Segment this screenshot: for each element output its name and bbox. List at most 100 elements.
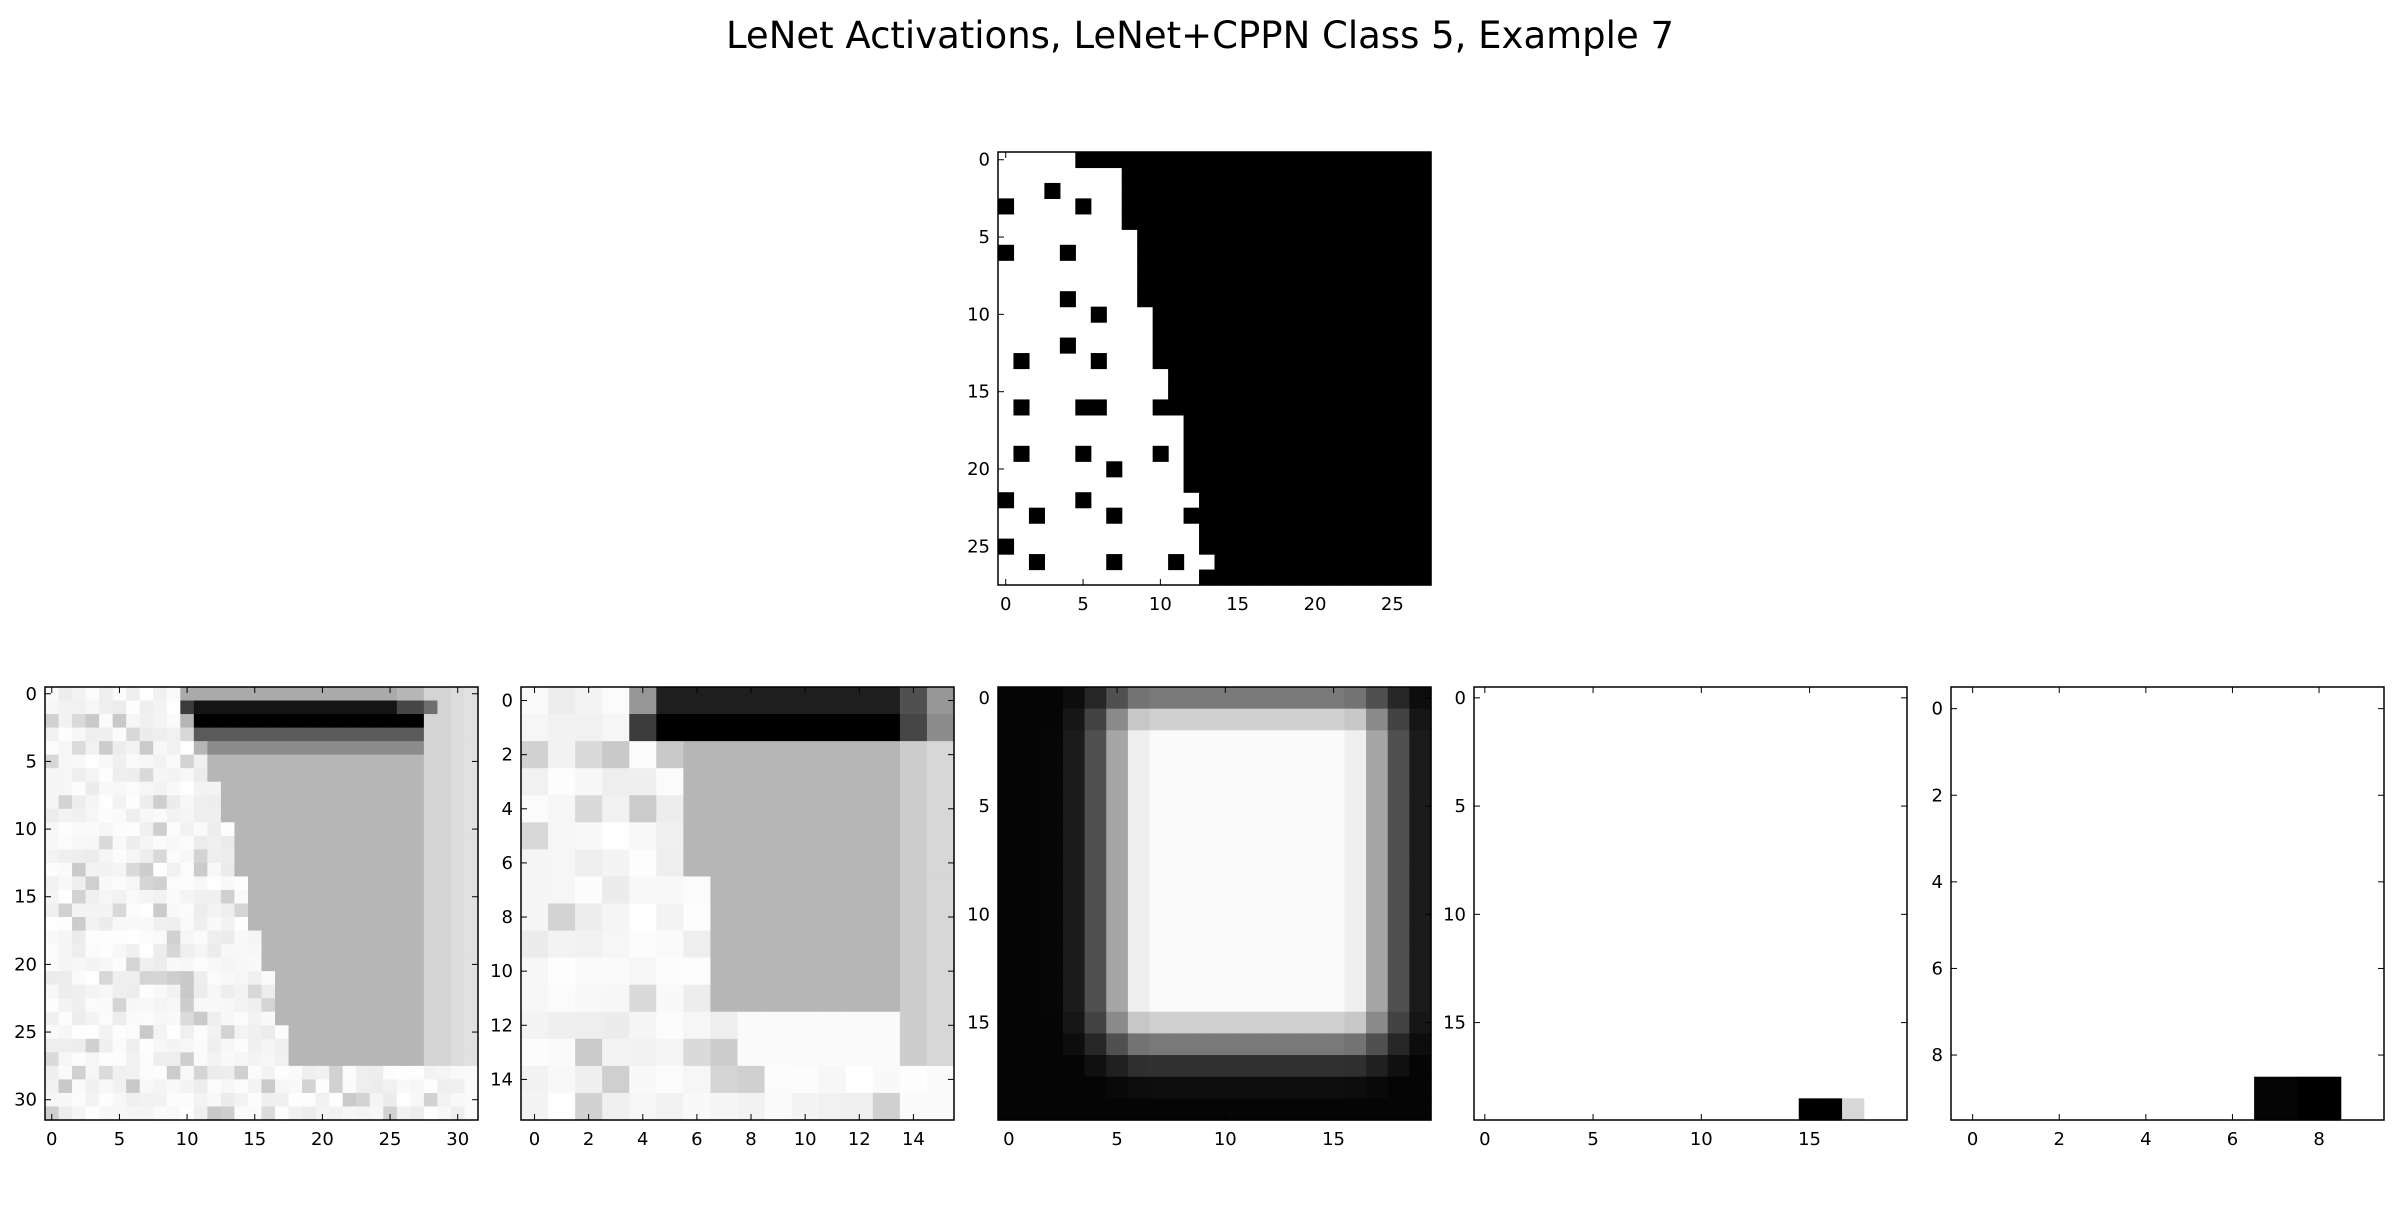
heatmap-cell xyxy=(85,903,100,918)
heatmap-cell xyxy=(818,876,847,905)
heatmap-cell xyxy=(275,795,290,810)
heatmap-cell xyxy=(139,903,154,918)
heatmap-cell xyxy=(1257,903,1281,926)
heatmap-cell xyxy=(166,727,181,742)
heatmap-cell xyxy=(58,700,73,715)
heatmap-cell xyxy=(1384,306,1401,323)
heatmap-cell xyxy=(1322,414,1339,431)
heatmap-cell xyxy=(1260,182,1277,199)
heatmap-cell xyxy=(1183,368,1200,385)
heatmap-cell xyxy=(1260,399,1277,416)
heatmap-cell xyxy=(207,822,222,837)
heatmap-cell xyxy=(396,903,411,918)
heatmap-cell xyxy=(1369,152,1386,169)
heatmap-cell xyxy=(1127,925,1151,948)
heatmap-cell xyxy=(126,998,141,1013)
heatmap-cell xyxy=(818,741,847,769)
heatmap-cell xyxy=(423,1052,439,1067)
heatmap-cell xyxy=(1084,1011,1107,1034)
heatmap-cell xyxy=(1279,990,1302,1013)
heatmap-cell xyxy=(1019,838,1042,861)
heatmap-cell xyxy=(356,822,371,837)
heatmap-cell xyxy=(1307,445,1324,462)
heatmap-cell xyxy=(1062,795,1086,818)
heatmap-cell xyxy=(450,714,466,729)
heatmap-cell xyxy=(180,1065,195,1081)
heatmap-cell xyxy=(234,862,249,878)
heatmap-cell xyxy=(1344,903,1367,926)
heatmap-cell xyxy=(1152,229,1169,246)
y-tick-label: 20 xyxy=(967,459,990,480)
heatmap-cell xyxy=(1276,182,1293,199)
heatmap-cell xyxy=(2297,1076,2342,1121)
heatmap-cell xyxy=(683,1065,712,1094)
heatmap-cell xyxy=(288,808,303,823)
heatmap-cell xyxy=(1366,795,1389,818)
heatmap-cell xyxy=(737,822,766,850)
heatmap-cell xyxy=(1369,167,1386,184)
heatmap-cell xyxy=(193,849,208,864)
heatmap-cell xyxy=(180,700,195,715)
heatmap-cell xyxy=(1279,838,1302,861)
heatmap-cell xyxy=(1192,816,1216,840)
heatmap-cell xyxy=(1307,569,1324,586)
heatmap-cell xyxy=(1322,507,1339,524)
heatmap-cell xyxy=(302,727,317,742)
heatmap-cell xyxy=(450,822,466,837)
heatmap-cell xyxy=(112,714,127,729)
heatmap-cell xyxy=(1062,946,1086,970)
heatmap-cell xyxy=(180,971,195,986)
heatmap-cell xyxy=(315,1079,330,1094)
heatmap-cell xyxy=(1041,730,1064,753)
heatmap-cell xyxy=(139,876,154,891)
heatmap-cell xyxy=(1168,383,1185,401)
heatmap-cell xyxy=(1415,476,1432,493)
heatmap-cell xyxy=(1322,198,1339,215)
heatmap-cell xyxy=(1062,1098,1086,1121)
heatmap-cell xyxy=(85,822,100,837)
heatmap-cell xyxy=(1019,687,1042,710)
heatmap-cell xyxy=(139,984,154,999)
heatmap-cell xyxy=(396,700,411,715)
heatmap-cell xyxy=(153,1092,168,1108)
heatmap-cell xyxy=(45,768,60,783)
heatmap-cell xyxy=(396,930,411,945)
heatmap-cell xyxy=(1019,925,1042,948)
heatmap-cell xyxy=(302,741,317,756)
heatmap-cell xyxy=(234,903,249,918)
heatmap-cell xyxy=(1245,213,1262,230)
heatmap-cell xyxy=(1322,275,1339,292)
heatmap-cell xyxy=(1369,445,1386,462)
heatmap-cell xyxy=(396,889,411,905)
heatmap-cell xyxy=(1400,260,1417,277)
heatmap-cell xyxy=(872,795,901,823)
heatmap-cell xyxy=(1192,751,1216,775)
heatmap-cell xyxy=(521,876,549,905)
heatmap-cell xyxy=(575,795,603,823)
heatmap-cell xyxy=(288,862,303,878)
heatmap-cell xyxy=(369,1011,384,1026)
heatmap-cell xyxy=(1369,383,1386,401)
heatmap-cell xyxy=(1199,213,1216,230)
heatmap-cell xyxy=(72,1052,87,1067)
heatmap-cell xyxy=(629,795,657,823)
heatmap-cell xyxy=(1409,1033,1432,1056)
heatmap-cell xyxy=(342,1011,357,1026)
heatmap-cell xyxy=(1369,538,1386,555)
heatmap-cell xyxy=(1415,167,1432,184)
heatmap-cell xyxy=(1322,569,1339,586)
heatmap-cell xyxy=(1415,414,1432,431)
heatmap-cell xyxy=(629,741,657,769)
heatmap-cell xyxy=(791,741,820,769)
heatmap-cell xyxy=(369,1025,384,1040)
heatmap-cell xyxy=(1019,773,1042,796)
heatmap-cell xyxy=(1106,1076,1129,1099)
heatmap-cell xyxy=(1387,795,1410,818)
heatmap-cell xyxy=(45,998,60,1013)
heatmap-cell xyxy=(247,1079,263,1094)
heatmap-cell xyxy=(220,714,236,729)
heatmap-cell xyxy=(1276,353,1293,370)
heatmap-cell xyxy=(1019,1055,1042,1078)
heatmap-cell xyxy=(193,822,208,837)
heatmap-cell xyxy=(342,795,357,810)
